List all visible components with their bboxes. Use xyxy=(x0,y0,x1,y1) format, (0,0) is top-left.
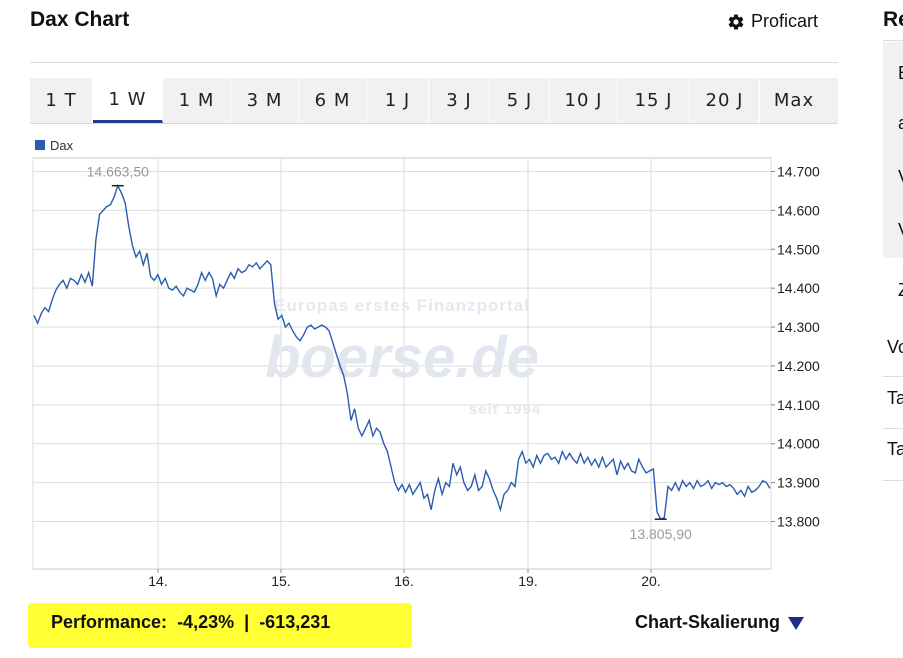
triangle-down-icon xyxy=(788,617,805,630)
x-tick-label: 16. xyxy=(394,573,413,589)
y-tick-label: 14.100 xyxy=(777,397,820,413)
right-panel-divider xyxy=(883,428,903,429)
chart-grid xyxy=(32,157,772,570)
tab-10j[interactable]: 10 J xyxy=(550,78,618,123)
y-tick-label: 14.400 xyxy=(777,280,820,296)
y-tick-label: 13.900 xyxy=(777,475,820,491)
proficart-link[interactable]: Proficart xyxy=(727,11,818,32)
performance-readout: Performance: -4,23% | -613,231 xyxy=(51,612,330,633)
right-panel-box xyxy=(883,42,903,258)
right-panel-title: Re xyxy=(883,8,903,31)
header-divider xyxy=(30,62,838,63)
y-tick-label: 14.000 xyxy=(777,436,820,452)
legend-label-dax: Dax xyxy=(50,138,74,153)
y-axis: 14.700 14.600 14.500 14.400 14.300 14.200 14.1… xyxy=(771,164,820,530)
x-tick-label: 20. xyxy=(641,573,660,589)
tab-1w[interactable]: 1 W xyxy=(93,78,163,123)
performance-highlight xyxy=(28,603,412,648)
performance-percent: -4,23% xyxy=(177,612,235,632)
watermark-tagline: Europas erstes Finanzportal xyxy=(274,296,530,315)
x-tick-label: 14. xyxy=(148,573,167,589)
right-panel-divider xyxy=(883,40,903,41)
y-tick-label: 14.300 xyxy=(777,319,820,335)
x-axis: 14. 15. 16. 19. 20. xyxy=(148,569,661,589)
x-tick-label: 19. xyxy=(518,573,537,589)
watermark-logo: boerse.de xyxy=(265,325,539,390)
chart-scaling-label: Chart-Skalierung xyxy=(635,612,781,632)
legend-swatch-dax xyxy=(35,140,45,150)
right-panel-item[interactable]: Ta xyxy=(887,439,903,459)
tab-15j[interactable]: 15 J xyxy=(618,78,690,123)
series-line-dax xyxy=(33,183,771,521)
x-tick-label: 15. xyxy=(271,573,290,589)
y-tick-label: 14.700 xyxy=(777,164,820,180)
proficart-label: Proficart xyxy=(751,11,819,31)
y-tick-label: 14.500 xyxy=(777,241,820,257)
tab-1j[interactable]: 1 J xyxy=(367,78,429,123)
watermark-since: seit 1994 xyxy=(469,401,541,418)
y-tick-label: 14.600 xyxy=(777,202,820,218)
tab-3m[interactable]: 3 M xyxy=(231,78,299,123)
page-title: Dax Chart xyxy=(30,8,130,31)
chart-legend: Dax xyxy=(35,138,74,153)
right-panel-item: V xyxy=(898,220,903,241)
tab-1m[interactable]: 1 M xyxy=(163,78,231,123)
plot-area xyxy=(32,157,772,570)
tab-5j[interactable]: 5 J xyxy=(490,78,550,123)
performance-absolute: -613,231 xyxy=(259,612,331,632)
annotation-label: 14.663,50 xyxy=(87,164,149,180)
y-tick-label: 13.800 xyxy=(777,514,820,530)
right-panel-divider xyxy=(883,376,903,377)
annotation-label: 13.805,90 xyxy=(630,526,692,542)
tab-20j[interactable]: 20 J xyxy=(690,78,760,123)
performance-separator: | xyxy=(244,612,250,632)
y-tick-label: 14.200 xyxy=(777,358,820,374)
right-panel-item: E xyxy=(898,63,903,84)
gear-icon xyxy=(728,14,744,30)
right-panel-item[interactable]: Ta xyxy=(887,388,903,408)
chart-annotations: 14.663,50 13.805,90 xyxy=(87,164,692,543)
right-panel-divider xyxy=(883,480,903,481)
dax-line-chart: Dax Europas erstes Finanzportal boerse.d… xyxy=(32,138,820,589)
tab-1t[interactable]: 1 T xyxy=(30,78,93,123)
right-panel-item: Z xyxy=(898,280,903,301)
right-panel-item: Vo xyxy=(887,337,903,357)
watermark: Europas erstes Finanzportal boerse.de se… xyxy=(265,296,541,418)
tab-3j[interactable]: 3 J xyxy=(429,78,490,123)
tab-6m[interactable]: 6 M xyxy=(299,78,367,123)
timeframe-tabs: 1 T 1 W 1 M 3 M 6 M 1 J 3 J 5 J 10 J 15 … xyxy=(30,78,838,124)
right-panel-item: V xyxy=(898,167,903,188)
performance-label: Performance: xyxy=(51,612,168,632)
tab-max[interactable]: Max xyxy=(773,90,815,111)
right-panel-item: a xyxy=(898,113,903,134)
chart-scaling-dropdown[interactable]: Chart-Skalierung xyxy=(635,612,805,633)
